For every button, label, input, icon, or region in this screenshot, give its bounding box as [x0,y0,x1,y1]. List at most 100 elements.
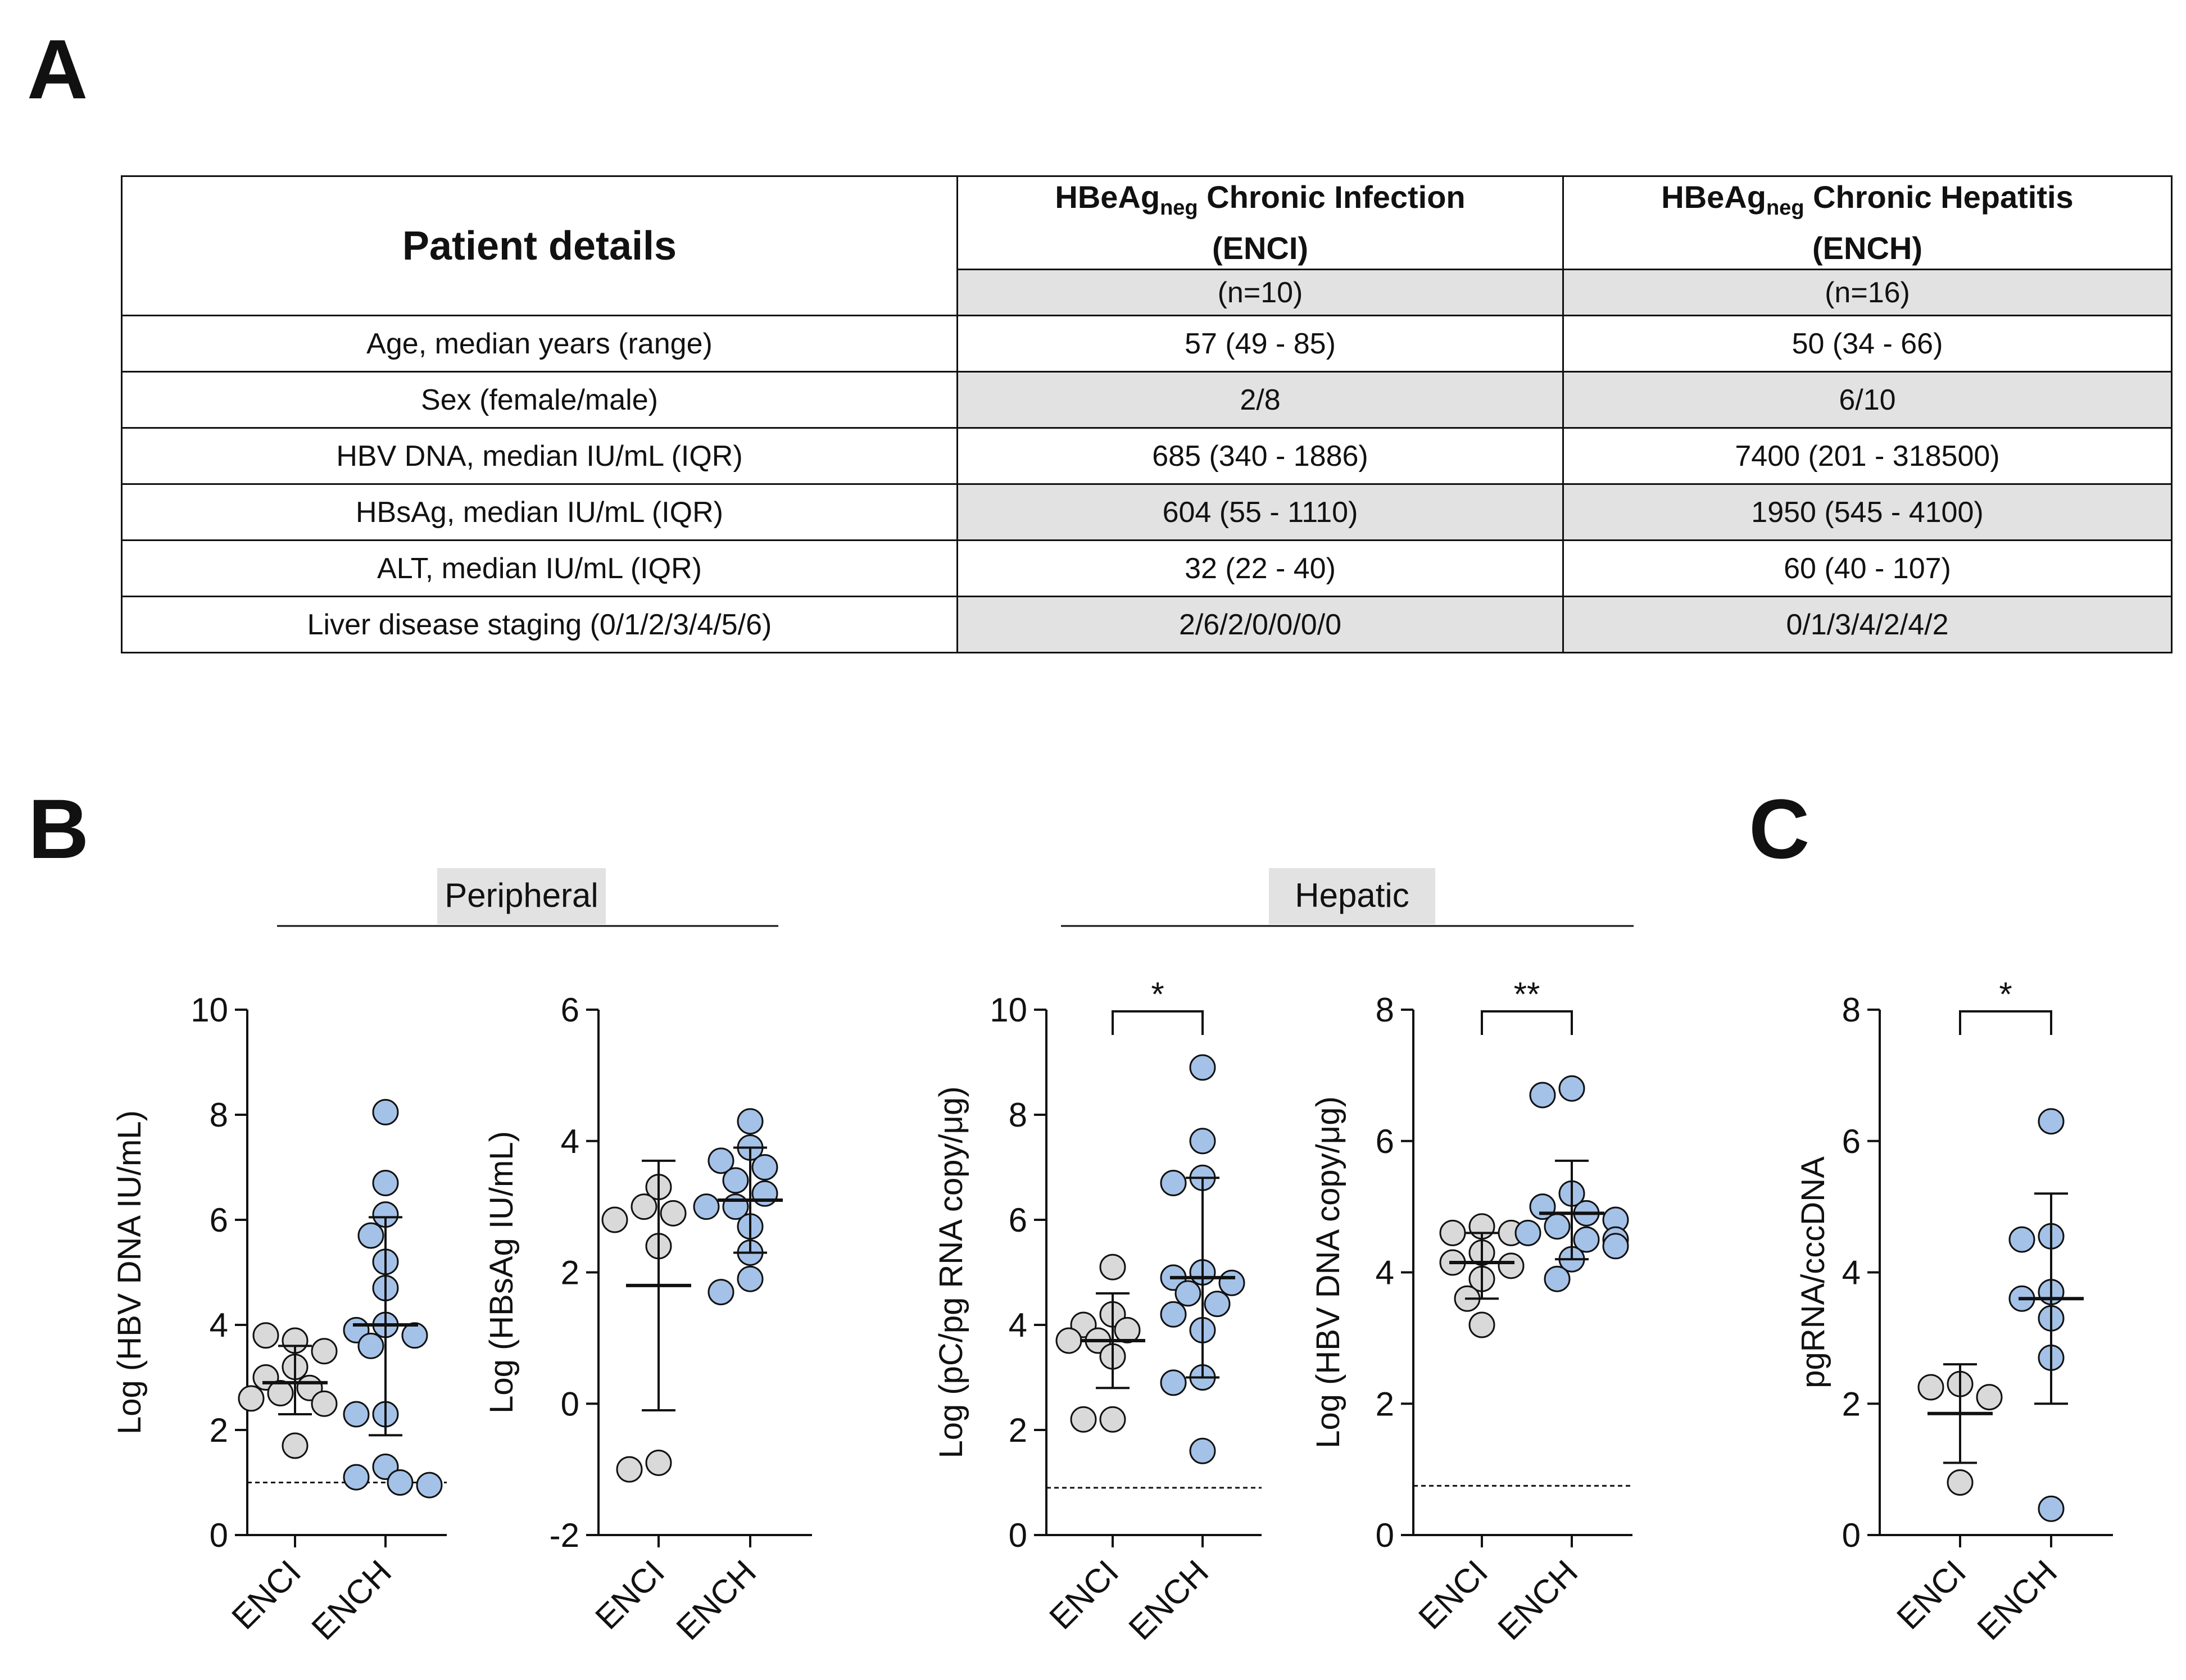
table-title: Patient details [121,175,958,317]
data-point-enci [1099,1254,1126,1281]
data-point-enci [1055,1327,1082,1354]
x-tick-label-enci: ENCI [1411,1553,1495,1637]
data-point-ench [416,1472,443,1499]
hepatic-label: Hepatic [1295,877,1409,914]
enci-value: 32 (22 - 40) [956,539,1564,598]
y-tick-label: 6 [210,1201,228,1239]
data-point-enci [311,1338,338,1365]
hepatic-label-bg [1269,868,1435,924]
y-tick-label: 0 [561,1385,579,1423]
data-point-ench [2008,1226,2035,1253]
y-tick-label: 6 [1376,1123,1394,1160]
row-label: Sex (female/male) [121,371,958,429]
data-point-ench [1573,1226,1600,1253]
data-point-ench [1174,1280,1201,1307]
y-tick-label: 0 [1376,1516,1394,1554]
y-axis-label: Log (pC/pg RNA copy/μg) [933,1086,969,1458]
y-tick-label: 8 [1376,991,1394,1029]
row-label: Liver disease staging (0/1/2/3/4/5/6) [121,596,958,654]
y-tick-label: -2 [550,1516,579,1554]
data-point-enci [1070,1406,1097,1433]
panel-label-a: A [27,22,88,116]
data-point-ench [372,1098,399,1125]
data-point-ench [722,1167,749,1194]
data-point-enci [1947,1469,1974,1496]
peripheral-group-header: Peripheral [277,868,778,927]
data-point-enci [631,1193,657,1220]
x-tick-label-enci: ENCI [1042,1553,1126,1637]
data-point-ench [1544,1213,1571,1240]
enci-n-cell: (n=10) [956,269,1564,317]
data-point-enci [1439,1219,1466,1246]
data-point-ench [1189,1128,1216,1155]
data-point-ench [1529,1082,1556,1109]
table-row: Age, median years (range) 57 (49 - 85) 5… [121,315,2173,373]
x-tick-label-enci: ENCI [224,1553,308,1637]
data-point-enci [267,1380,294,1407]
ench-n-cell: (n=16) [1562,269,2173,317]
significance-bracket [1959,1010,2052,1035]
y-axis-label: Log (HBV DNA copy/μg) [1310,1096,1346,1449]
y-tick-label: 0 [210,1516,228,1554]
data-point-ench [1189,1437,1216,1464]
enci-value: 604 (55 - 1110) [956,483,1564,542]
data-point-ench [707,1279,734,1306]
row-label: HBV DNA, median IU/mL (IQR) [121,427,958,485]
y-tick-label: 2 [210,1411,228,1449]
y-tick-label: 2 [1376,1385,1394,1423]
panel-label-b: B [28,782,89,876]
data-point-ench [357,1222,384,1249]
x-tick-label-enci: ENCI [588,1553,672,1637]
enci-value: 2/6/2/0/0/0/0 [956,596,1564,654]
data-point-ench [1514,1219,1541,1246]
data-point-enci [1099,1406,1126,1433]
data-point-enci [1114,1316,1141,1343]
enci-value: 2/8 [956,371,1564,429]
data-point-ench [1160,1369,1187,1396]
y-tick-label: 4 [1842,1254,1861,1292]
x-tick-label-ench: ENCH [1970,1553,2065,1647]
data-point-ench [1218,1269,1245,1296]
data-point-enci [311,1390,338,1417]
data-point-ench [357,1332,384,1359]
data-point-enci [252,1322,279,1349]
data-point-ench [1189,1054,1216,1081]
y-tick-label: 4 [1009,1306,1027,1344]
x-tick-label-enci: ENCI [1889,1553,1973,1637]
ench-value: 50 (34 - 66) [1562,315,2173,373]
y-tick-label: 8 [1842,991,1861,1029]
data-point-ench [387,1469,414,1496]
ench-value: 0/1/3/4/2/4/2 [1562,596,2173,654]
significance-bracket [1112,1010,1204,1035]
y-tick-label: 2 [561,1254,579,1292]
data-point-ench [2038,1495,2065,1522]
y-tick-label: 6 [1009,1201,1027,1239]
y-tick-label: 8 [1009,1096,1027,1134]
x-tick-label-ench: ENCH [1491,1553,1585,1647]
data-point-enci [1468,1311,1495,1338]
data-point-enci [616,1456,643,1483]
ench-value: 60 (40 - 107) [1562,539,2173,598]
row-label: ALT, median IU/mL (IQR) [121,539,958,598]
row-label: Age, median years (range) [121,315,958,373]
ench-column-header: HBeAgneg Chronic Hepatitis (ENCH) [1562,175,2173,271]
data-point-ench [1544,1265,1571,1292]
y-tick-label: 6 [1842,1123,1861,1160]
ench-value: 7400 (201 - 318500) [1562,427,2173,485]
data-point-enci [1917,1374,1944,1401]
data-point-ench [343,1464,370,1491]
data-point-ench [343,1401,370,1428]
y-axis-label: Log (HBsAg IU/mL) [483,1131,520,1414]
table-row: ALT, median IU/mL (IQR) 32 (22 - 40) 60 … [121,539,2173,598]
x-tick-label-ench: ENCH [305,1553,399,1647]
table-row: HBsAg, median IU/mL (IQR) 604 (55 - 1110… [121,483,2173,542]
y-tick-label: 4 [561,1123,579,1160]
y-tick-label: 6 [561,991,579,1029]
patient-details-table: Patient details HBeAgneg Chronic Infecti… [121,175,2173,654]
table-row: Sex (female/male) 2/8 6/10 [121,371,2173,429]
y-tick-label: 4 [1376,1254,1394,1292]
data-point-enci [282,1432,309,1459]
